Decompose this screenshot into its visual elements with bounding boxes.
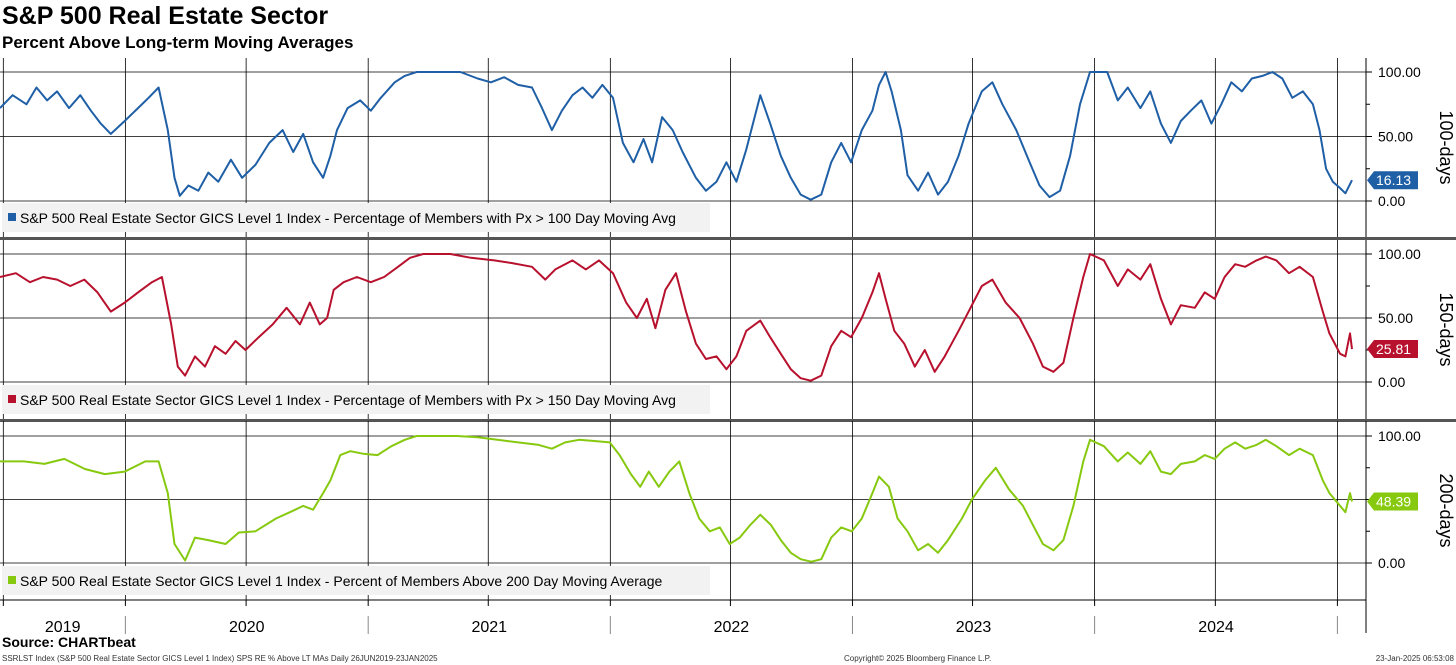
legend-label: S&P 500 Real Estate Sector GICS Level 1 … [20, 573, 662, 589]
y-tick-label: 50.00 [1378, 129, 1413, 145]
footer-timestamp: 23-Jan-2025 06:53:08 [1375, 654, 1454, 663]
last-value-label: 16.13 [1376, 172, 1411, 188]
legend-swatch [8, 395, 16, 403]
series-line [0, 435, 1353, 563]
y-tick-label: 100.00 [1378, 246, 1421, 262]
last-value-tag [1367, 171, 1418, 190]
x-tick-label: 2023 [956, 619, 992, 636]
y-tick-label: 0.00 [1378, 555, 1405, 571]
chart-title: S&P 500 Real Estate Sector [2, 2, 329, 30]
y-tick-label: 100.00 [1378, 64, 1421, 80]
legend-swatch [8, 213, 16, 221]
axis-title: 150-days [1436, 292, 1456, 366]
footer-index-info: SSRLST Index (S&P 500 Real Estate Sector… [2, 654, 438, 663]
legend-swatch [8, 576, 16, 584]
x-tick-label: 2022 [714, 619, 750, 636]
legend-box [2, 203, 710, 232]
last-value-label: 25.81 [1376, 341, 1411, 357]
source-note: Source: CHARTbeat [2, 634, 136, 650]
legend-label: S&P 500 Real Estate Sector GICS Level 1 … [20, 392, 676, 408]
legend-label: S&P 500 Real Estate Sector GICS Level 1 … [20, 210, 676, 226]
y-tick-label: 0.00 [1378, 193, 1405, 209]
y-tick-label: 0.00 [1378, 374, 1405, 390]
last-value-tag [1367, 339, 1418, 358]
x-tick-label: 2024 [1198, 619, 1234, 636]
x-tick-label: 2021 [471, 619, 507, 636]
axis-title: 100-days [1436, 110, 1456, 184]
y-tick-label: 50.00 [1378, 310, 1413, 326]
x-tick-label: 2020 [229, 619, 265, 636]
y-tick-label: 100.00 [1378, 428, 1421, 444]
series-line [0, 71, 1353, 201]
chart-subtitle: Percent Above Long-term Moving Averages [2, 33, 354, 52]
legend-box [2, 385, 710, 414]
last-value-tag [1367, 492, 1418, 511]
legend-box [2, 566, 710, 595]
x-tick-label: 2019 [45, 619, 81, 636]
series-line [0, 253, 1353, 382]
last-value-label: 48.39 [1376, 494, 1411, 510]
axis-title: 200-days [1436, 473, 1456, 547]
footer-copyright: Copyright© 2025 Bloomberg Finance L.P. [844, 654, 992, 663]
